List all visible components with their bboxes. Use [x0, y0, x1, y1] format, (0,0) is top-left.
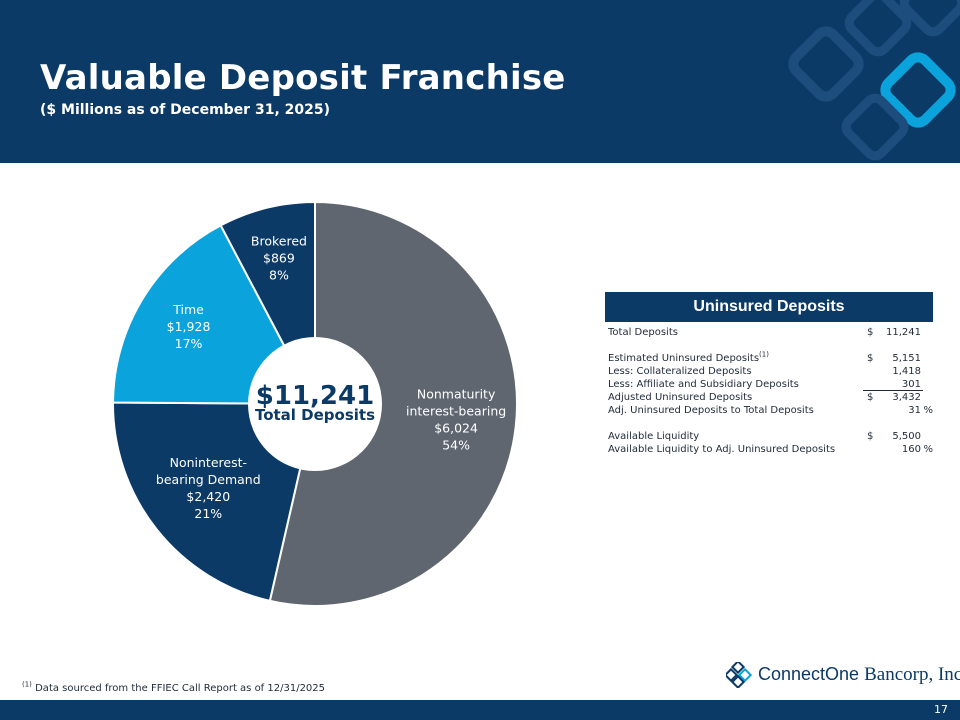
center-total-value: $11,241: [256, 381, 374, 411]
table-row: Adjusted Uninsured Deposits $3,432: [605, 391, 933, 404]
row-label: Total Deposits: [608, 327, 678, 338]
table-row: Adj. Uninsured Deposits to Total Deposit…: [605, 404, 933, 417]
table-row: Available Liquidity to Adj. Uninsured De…: [605, 443, 933, 456]
row-currency: $: [867, 431, 874, 442]
footnote-text: Data sourced from the FFIEC Call Report …: [35, 683, 326, 694]
company-logo: ConnectOne Bancorp, Inc.: [726, 662, 960, 688]
row-value: 5,151: [892, 353, 921, 364]
table-row: Less: Collateralized Deposits 1,418: [605, 365, 933, 378]
row-label: Available Liquidity to Adj. Uninsured De…: [608, 444, 836, 455]
row-spacer: [605, 417, 933, 430]
table-rows: Total Deposits $11,241 Estimated Uninsured…: [605, 326, 933, 456]
row-footnote-marker: (1): [759, 350, 769, 359]
footer-bar: 17: [0, 700, 960, 720]
slice-label-nonmaturity-interest-bearing: Nonmaturity interest-bearing $6,024 54%: [406, 386, 506, 452]
footnote-marker: (1): [22, 680, 32, 689]
table-title: Uninsured Deposits: [605, 292, 933, 322]
page-subtitle: ($ Millions as of December 31, 2025): [40, 102, 331, 118]
row-value: 3,432: [892, 392, 921, 403]
subtotal-rule: [863, 390, 923, 391]
table-row: Available Liquidity $5,500: [605, 430, 933, 443]
donut-hole: [248, 337, 382, 471]
slice-label-brokered: Brokered $869 8%: [251, 233, 307, 282]
row-value: 11,241: [886, 327, 921, 338]
row-label: Adjusted Uninsured Deposits: [608, 392, 753, 403]
page-number: 17: [934, 703, 948, 716]
pie-slice-noninterest-bearing-demand: [112, 401, 317, 603]
slice-label-time: Time $1,928 17%: [167, 302, 211, 351]
row-currency: $: [867, 353, 874, 364]
row-value: 5,500: [892, 431, 921, 442]
table-row: Total Deposits $11,241: [605, 326, 933, 339]
row-value: 1,418: [892, 366, 921, 377]
row-label: Adj. Uninsured Deposits to Total Deposit…: [608, 405, 814, 416]
center-total-label: Total Deposits: [255, 406, 375, 424]
slice-label-noninterest-bearing-demand: Noninterest-bearing Demand $2,420 21%: [156, 455, 261, 521]
row-percent: %: [923, 405, 933, 416]
row-currency: $: [867, 392, 874, 403]
table-row: Estimated Uninsured Deposits(1) $5,151: [605, 350, 933, 365]
logo-name-main: ConnectOne: [758, 664, 860, 684]
connectone-logo-icon: [726, 662, 752, 688]
row-label: Less: Collateralized Deposits: [608, 366, 752, 377]
row-label: Less: Affiliate and Subsidiary Deposits: [608, 379, 799, 390]
logo-wordmark: ConnectOne Bancorp, Inc.: [758, 664, 960, 686]
table-row: Less: Affiliate and Subsidiary Deposits 3…: [605, 378, 933, 391]
row-spacer: [605, 339, 933, 352]
row-label: Estimated Uninsured Deposits(1): [608, 350, 769, 364]
row-percent: %: [923, 444, 933, 455]
page-title: Valuable Deposit Franchise: [40, 58, 566, 98]
header-banner: Valuable Deposit Franchise ($ Millions a…: [0, 0, 960, 163]
diamond-pattern-icon: [788, 0, 960, 161]
row-label: Available Liquidity: [608, 431, 700, 442]
deposit-donut-chart: $11,241 Total Deposits Nonmaturity intere…: [111, 200, 518, 607]
pie-slice-time: [111, 224, 317, 406]
uninsured-deposits-table: Uninsured Deposits Total Deposits $11,241…: [605, 292, 933, 456]
footnote: (1) Data sourced from the FFIEC Call Rep…: [22, 680, 326, 694]
row-currency: $: [867, 327, 874, 338]
row-value: 160: [901, 444, 921, 455]
logo-name-tail: Bancorp, Inc.: [864, 664, 960, 685]
row-value: 301: [901, 379, 921, 390]
row-value: 31: [908, 405, 921, 416]
pie-slice-nonmaturity-interest-bearing: [268, 200, 518, 607]
